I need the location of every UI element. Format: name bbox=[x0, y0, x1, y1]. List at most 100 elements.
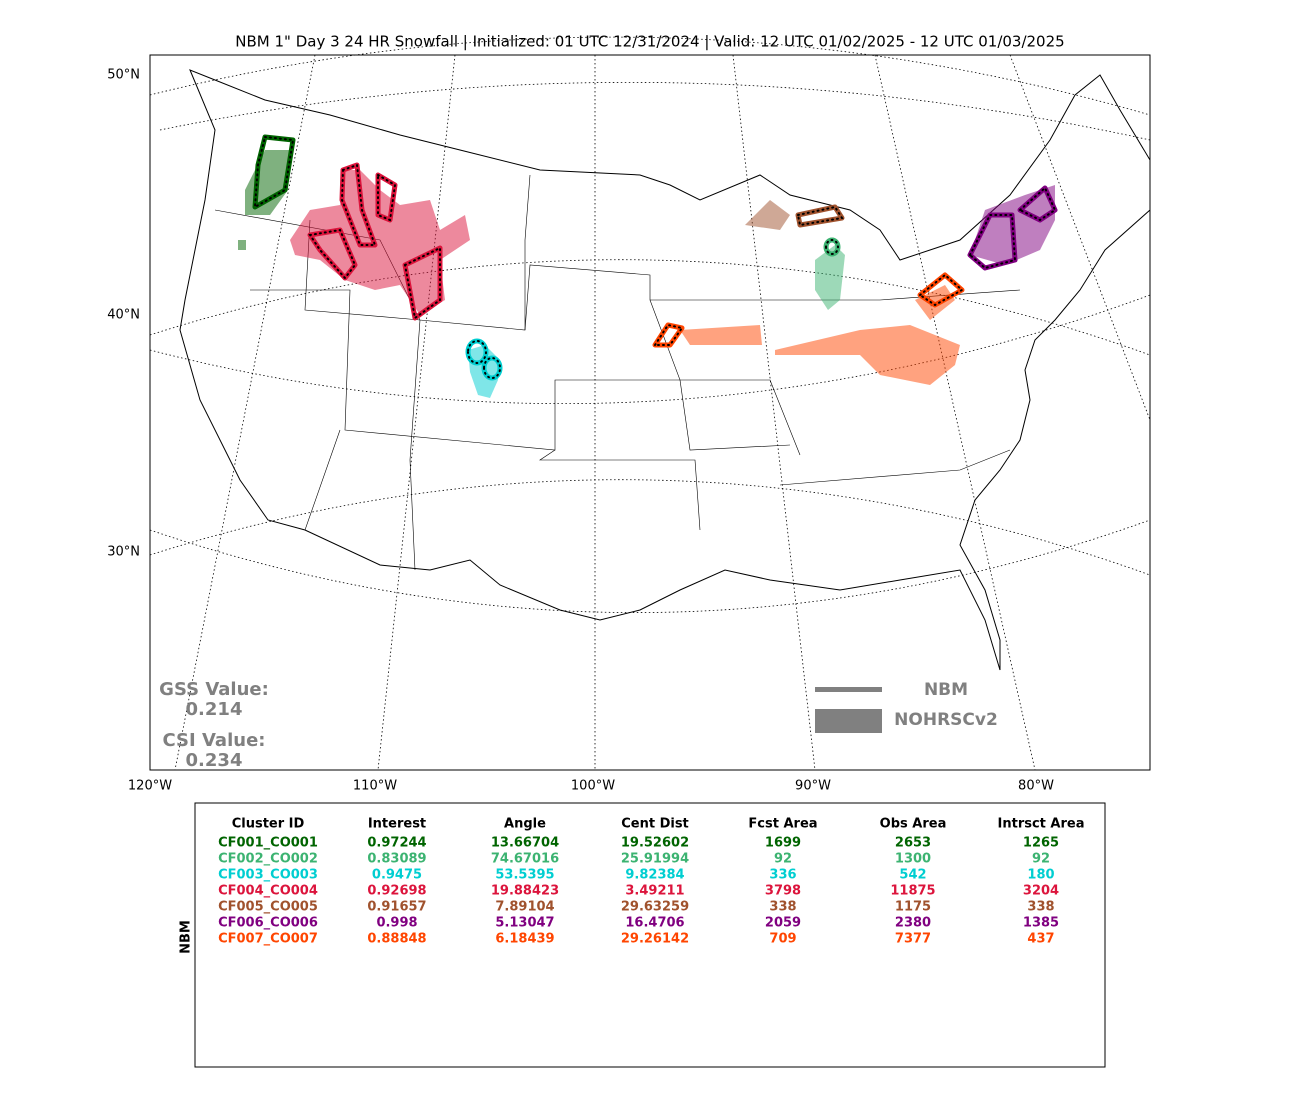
observed-object bbox=[745, 200, 790, 230]
lat-line bbox=[159, 81, 1151, 141]
forecast-object bbox=[1017, 185, 1058, 223]
observed-object bbox=[680, 325, 762, 345]
table-cell: 1699 bbox=[765, 836, 801, 851]
table-cell: 437 bbox=[1027, 932, 1054, 947]
table-cell: 0.88848 bbox=[367, 932, 426, 947]
table-cell: 2653 bbox=[895, 836, 931, 851]
forecast-object-dots bbox=[467, 340, 488, 364]
table-cell: 3798 bbox=[765, 884, 801, 899]
forecast-object-dots bbox=[796, 205, 844, 227]
column-header: Fcst Area bbox=[748, 817, 817, 832]
forecast-object-dots bbox=[403, 246, 441, 320]
table-cell: 336 bbox=[769, 868, 796, 883]
table-side-label: NBM bbox=[179, 920, 194, 954]
lat-label: 40°N bbox=[107, 308, 140, 323]
legend-observed-label: NOHRSCv2 bbox=[894, 710, 998, 730]
legend-forecast-swatch bbox=[815, 687, 882, 692]
column-header: Interest bbox=[368, 817, 426, 832]
table-cell: 92 bbox=[774, 852, 792, 867]
column-header: Angle bbox=[504, 817, 546, 832]
table-cell: 180 bbox=[1027, 868, 1054, 883]
table-cell: 0.83089 bbox=[367, 852, 426, 867]
table-cell: CF004_CO004 bbox=[218, 884, 318, 899]
table-cell: 2059 bbox=[765, 916, 801, 931]
table-cell: 7377 bbox=[895, 932, 931, 947]
table-cell: 19.88423 bbox=[491, 884, 559, 899]
lon-label: 80°W bbox=[1018, 779, 1054, 794]
table-cell: 74.67016 bbox=[491, 852, 559, 867]
table-cell: CF005_CO005 bbox=[218, 900, 318, 915]
table-cell: 11875 bbox=[890, 884, 935, 899]
table-cell: 2380 bbox=[895, 916, 931, 931]
forecast-object-dots bbox=[253, 135, 295, 209]
table-cell: CF003_CO003 bbox=[218, 868, 318, 883]
gss-label: GSS Value: bbox=[159, 679, 269, 700]
table-cell: 53.5395 bbox=[495, 868, 554, 883]
lon-label: 120°W bbox=[128, 779, 172, 794]
gss-value: 0.214 bbox=[186, 699, 243, 720]
lon-label: 110°W bbox=[353, 779, 397, 794]
table-cell: CF007_CO007 bbox=[218, 932, 318, 947]
table-cell: 0.9475 bbox=[372, 868, 422, 883]
observed-object bbox=[238, 240, 246, 250]
forecast-object-dots bbox=[340, 163, 377, 246]
lat-label: 30°N bbox=[107, 545, 140, 560]
table-cell: 9.82384 bbox=[625, 868, 684, 883]
table-cell: 0.998 bbox=[376, 916, 417, 931]
graticule bbox=[149, 36, 1151, 771]
table-cell: 3.49211 bbox=[625, 884, 684, 899]
table-cell: CF001_CO001 bbox=[218, 836, 318, 851]
legend-forecast-label: NBM bbox=[924, 680, 968, 700]
table-cell: 0.97244 bbox=[367, 836, 426, 851]
column-header: Cent Dist bbox=[621, 817, 689, 832]
table-frame bbox=[194, 802, 1106, 1068]
table-cell: 29.63259 bbox=[621, 900, 689, 915]
table-cell: 6.18439 bbox=[495, 932, 554, 947]
table-cell: 338 bbox=[769, 900, 796, 915]
table-cell: 16.4706 bbox=[625, 916, 684, 931]
table-cell: 1265 bbox=[1023, 836, 1059, 851]
lon-label: 100°W bbox=[571, 779, 615, 794]
column-header: Obs Area bbox=[880, 817, 947, 832]
forecast-object-dots bbox=[653, 323, 684, 346]
csi-label: CSI Value: bbox=[163, 730, 266, 751]
lat-line bbox=[149, 294, 1151, 405]
table-cell: 1175 bbox=[895, 900, 931, 915]
column-header: Intrsct Area bbox=[998, 817, 1085, 832]
table-cell: 542 bbox=[899, 868, 926, 883]
title: NBM 1" Day 3 24 HR Snowfall | Initialize… bbox=[235, 33, 1064, 51]
table-cell: 0.91657 bbox=[367, 900, 426, 915]
table-cell: 25.91994 bbox=[621, 852, 689, 867]
observed-object bbox=[815, 245, 845, 310]
table-cell: CF002_CO002 bbox=[218, 852, 318, 867]
observed-object bbox=[775, 325, 960, 385]
map-frame bbox=[149, 54, 1151, 771]
csi-value: 0.234 bbox=[186, 750, 243, 771]
table: NBM Cluster ID Interest Angle Cent Dist Fcst… bbox=[179, 802, 1106, 1068]
forecast-object-dots bbox=[918, 273, 964, 307]
table-cell: CF006_CO006 bbox=[218, 916, 318, 931]
table-cell: 709 bbox=[769, 932, 796, 947]
table-cell: 19.52602 bbox=[621, 836, 689, 851]
lon-line bbox=[1009, 54, 1151, 421]
forecast-object-dots bbox=[377, 173, 397, 222]
table-cell: 7.89104 bbox=[495, 900, 554, 915]
lat-line bbox=[149, 36, 1151, 116]
column-header: Cluster ID bbox=[232, 817, 305, 832]
table-cell: 5.13047 bbox=[495, 916, 554, 931]
forecast-object-dots bbox=[483, 357, 502, 379]
table-cell: 1300 bbox=[895, 852, 931, 867]
table-cell: 3204 bbox=[1023, 884, 1059, 899]
lat-line bbox=[149, 519, 1151, 613]
forecast-object-dots bbox=[308, 228, 357, 280]
legend-observed-swatch bbox=[815, 709, 882, 733]
table-cell: 13.66704 bbox=[491, 836, 559, 851]
table-cell: 92 bbox=[1032, 852, 1050, 867]
table-cell: 29.26142 bbox=[621, 932, 689, 947]
lon-label: 90°W bbox=[795, 779, 831, 794]
table-cell: 0.92698 bbox=[367, 884, 426, 899]
table-cell: 338 bbox=[1027, 900, 1054, 915]
map: NBM NOHRSCv2 GSS Value: 0.214 CSI Value:… bbox=[149, 36, 1151, 771]
